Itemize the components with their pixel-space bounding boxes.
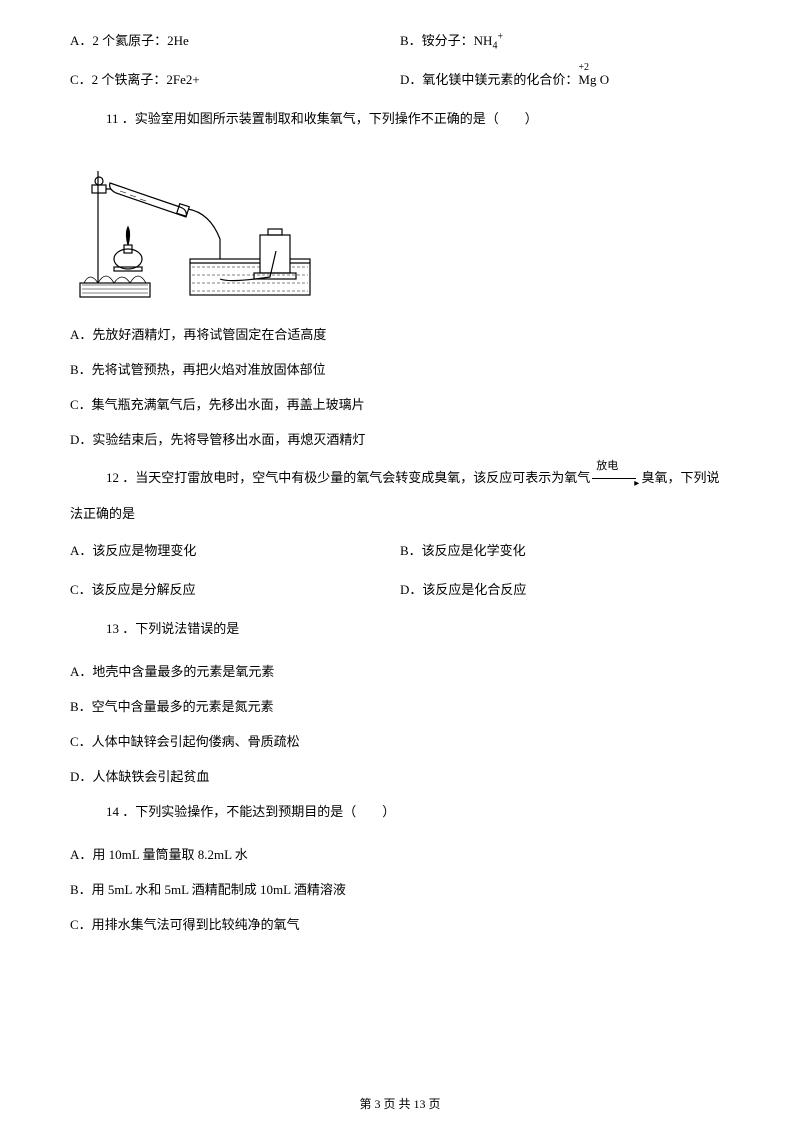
q10-b-prefix: B．铵分子： — [400, 33, 474, 48]
q10-d-prefix: D．氧化镁中镁元素的化合价： — [400, 72, 578, 87]
q11-opt-d: D．实验结束后，先将导管移出水面，再熄灭酒精灯 — [70, 429, 730, 448]
q10-d-top: +2 — [578, 62, 589, 73]
arrow-label: 放电 — [596, 454, 618, 478]
arrow-line: ▸ — [592, 478, 636, 479]
reaction-arrow: 放电▸ — [592, 464, 636, 493]
q12-stem-a: 12 ．当天空打雷放电时，空气中有极少量的氧气会转变成臭氧，该反应可表示为氧气 — [106, 470, 590, 485]
q11-opt-c: C．集气瓶充满氧气后，先移出水面，再盖上玻璃片 — [70, 394, 730, 413]
q12-opt-d: D．该反应是化合反应 — [400, 579, 730, 598]
q11-stem: 11 ．实验室用如图所示装置制取和收集氧气，下列操作不正确的是（ ） — [70, 108, 730, 127]
apparatus-figure — [70, 151, 320, 306]
q12-stem-b: 臭氧，下列说 — [638, 470, 719, 485]
q14-opt-b: B．用 5mL 水和 5mL 酒精配制成 10mL 酒精溶液 — [70, 879, 730, 898]
q10-opt-a: A．2 个氦原子：2He — [70, 30, 400, 49]
q10-row1: A．2 个氦原子：2He B．铵分子：NH4+ — [70, 30, 730, 49]
q14-stem: 14 ．下列实验操作，不能达到预期目的是（ ） — [70, 801, 730, 820]
q10-opt-d: D．氧化镁中镁元素的化合价：+2Mg O — [400, 69, 730, 88]
q12-opt-c: C．该反应是分解反应 — [70, 579, 400, 598]
q12-stem: 12 ．当天空打雷放电时，空气中有极少量的氧气会转变成臭氧，该反应可表示为氧气放… — [70, 464, 730, 493]
q10-d-base: Mg O — [578, 72, 609, 87]
q14-opt-c: C．用排水集气法可得到比较纯净的氧气 — [70, 914, 730, 933]
q10-d-formula: +2Mg O — [578, 72, 609, 88]
q10-opt-b: B．铵分子：NH4+ — [400, 30, 730, 49]
q11-opt-a: A．先放好酒精灯，再将试管固定在合适高度 — [70, 324, 730, 343]
q10-b-sup: + — [497, 32, 503, 43]
arrow-head-icon: ▸ — [634, 473, 639, 495]
page-footer: 第 3 页 共 13 页 — [0, 1095, 800, 1112]
q10-row2: C．2 个铁离子：2Fe2+ D．氧化镁中镁元素的化合价：+2Mg O — [70, 69, 730, 88]
q11-opt-b: B．先将试管预热，再把火焰对准放固体部位 — [70, 359, 730, 378]
q12-stem-c: 法正确的是 — [70, 503, 730, 522]
q13-stem: 13 ．下列说法错误的是 — [70, 618, 730, 637]
q13-opt-a: A．地壳中含量最多的元素是氧元素 — [70, 661, 730, 680]
q12-opt-a: A．该反应是物理变化 — [70, 540, 400, 559]
q13-opt-d: D．人体缺铁会引起贫血 — [70, 766, 730, 785]
q13-opt-b: B．空气中含量最多的元素是氮元素 — [70, 696, 730, 715]
q10-b-base: NH — [474, 33, 493, 48]
q12-opt-b: B．该反应是化学变化 — [400, 540, 730, 559]
q12-row2: C．该反应是分解反应 D．该反应是化合反应 — [70, 579, 730, 598]
q14-opt-a: A．用 10mL 量筒量取 8.2mL 水 — [70, 844, 730, 863]
q12-row1: A．该反应是物理变化 B．该反应是化学变化 — [70, 540, 730, 559]
q10-opt-c: C．2 个铁离子：2Fe2+ — [70, 69, 400, 88]
q13-opt-c: C．人体中缺锌会引起佝偻病、骨质疏松 — [70, 731, 730, 750]
